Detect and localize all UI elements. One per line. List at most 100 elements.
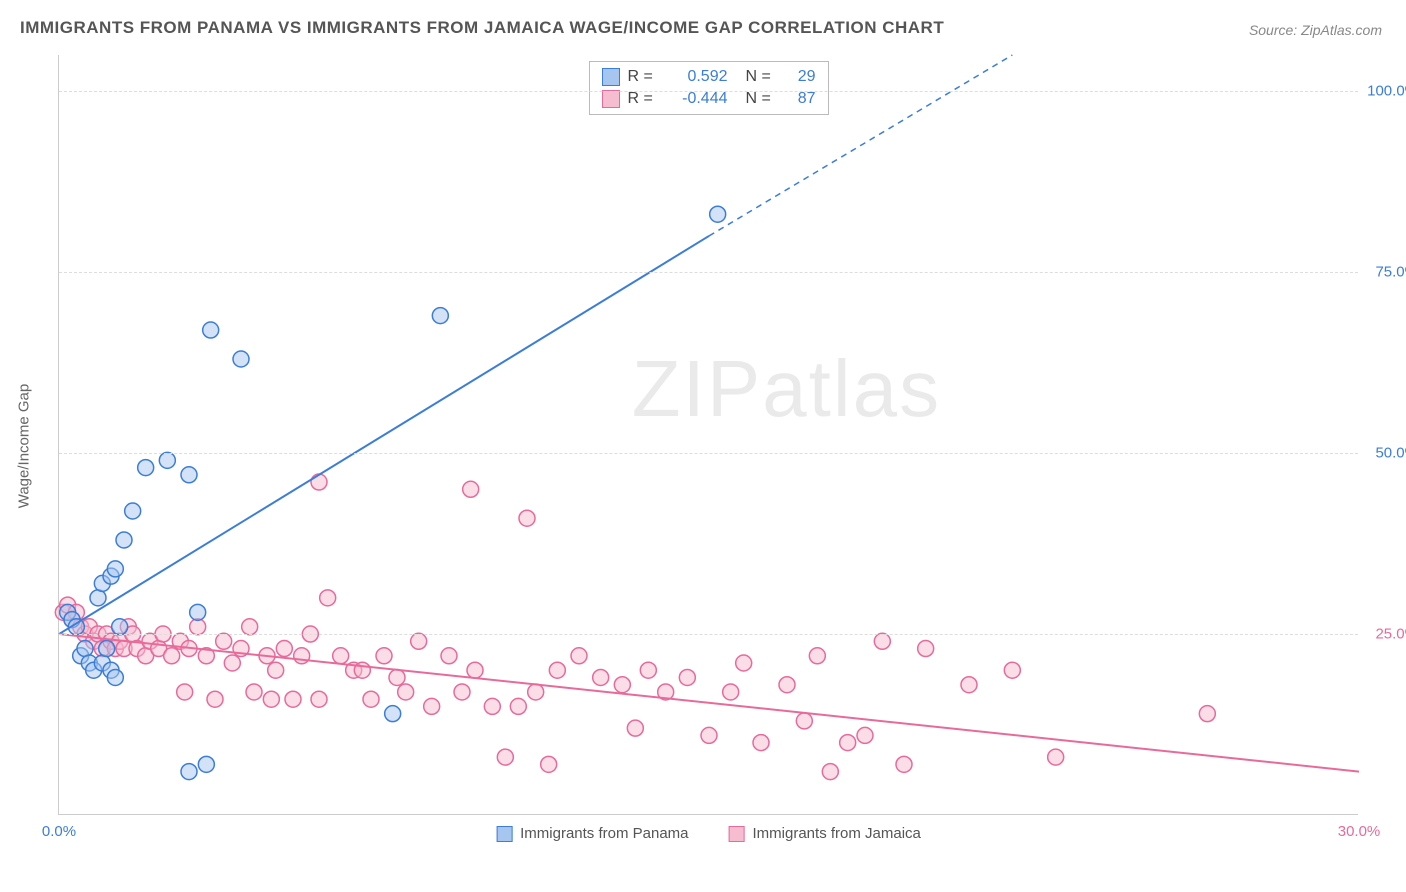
data-point-jamaica bbox=[164, 648, 180, 664]
y-axis-title: Wage/Income Gap bbox=[16, 384, 33, 509]
data-point-jamaica bbox=[519, 510, 535, 526]
legend-swatch-panama bbox=[496, 826, 512, 842]
data-point-jamaica bbox=[640, 662, 656, 678]
data-point-panama bbox=[198, 756, 214, 772]
data-point-panama bbox=[181, 764, 197, 780]
legend-item-panama: Immigrants from Panama bbox=[496, 825, 688, 842]
data-point-jamaica bbox=[441, 648, 457, 664]
legend-swatch-jamaica bbox=[729, 826, 745, 842]
data-point-jamaica bbox=[268, 662, 284, 678]
data-point-jamaica bbox=[874, 633, 890, 649]
data-point-panama bbox=[190, 604, 206, 620]
data-point-jamaica bbox=[1004, 662, 1020, 678]
data-point-jamaica bbox=[276, 641, 292, 657]
legend-label-panama: Immigrants from Panama bbox=[520, 825, 688, 842]
x-tick-label: 0.0% bbox=[42, 823, 76, 840]
y-tick-label: 25.0% bbox=[1363, 626, 1406, 643]
data-point-jamaica bbox=[398, 684, 414, 700]
data-point-jamaica bbox=[285, 691, 301, 707]
data-point-jamaica bbox=[454, 684, 470, 700]
data-point-jamaica bbox=[701, 727, 717, 743]
data-point-jamaica bbox=[679, 669, 695, 685]
data-point-jamaica bbox=[333, 648, 349, 664]
data-point-panama bbox=[159, 452, 175, 468]
data-point-jamaica bbox=[528, 684, 544, 700]
data-point-panama bbox=[107, 561, 123, 577]
data-point-panama bbox=[181, 467, 197, 483]
data-point-jamaica bbox=[311, 691, 327, 707]
data-point-jamaica bbox=[541, 756, 557, 772]
grid-line bbox=[59, 91, 1358, 92]
data-point-jamaica bbox=[497, 749, 513, 765]
data-point-jamaica bbox=[311, 474, 327, 490]
data-point-jamaica bbox=[736, 655, 752, 671]
chart-title: IMMIGRANTS FROM PANAMA VS IMMIGRANTS FRO… bbox=[20, 18, 944, 38]
data-point-jamaica bbox=[779, 677, 795, 693]
data-point-jamaica bbox=[896, 756, 912, 772]
data-point-jamaica bbox=[216, 633, 232, 649]
data-point-panama bbox=[116, 532, 132, 548]
data-point-jamaica bbox=[320, 590, 336, 606]
data-point-panama bbox=[233, 351, 249, 367]
data-point-jamaica bbox=[376, 648, 392, 664]
data-point-jamaica bbox=[207, 691, 223, 707]
data-point-jamaica bbox=[389, 669, 405, 685]
data-point-jamaica bbox=[857, 727, 873, 743]
data-point-panama bbox=[203, 322, 219, 338]
data-point-jamaica bbox=[1199, 706, 1215, 722]
data-point-jamaica bbox=[467, 662, 483, 678]
data-point-jamaica bbox=[571, 648, 587, 664]
plot-area: ZIPatlas R = 0.592 N = 29 R = -0.444 N =… bbox=[58, 55, 1358, 815]
data-point-panama bbox=[432, 308, 448, 324]
grid-line bbox=[59, 453, 1358, 454]
y-tick-label: 75.0% bbox=[1363, 264, 1406, 281]
trend-line-jamaica bbox=[59, 634, 1359, 772]
data-point-jamaica bbox=[246, 684, 262, 700]
data-point-jamaica bbox=[753, 735, 769, 751]
data-point-jamaica bbox=[918, 641, 934, 657]
legend-item-jamaica: Immigrants from Jamaica bbox=[729, 825, 921, 842]
data-point-jamaica bbox=[723, 684, 739, 700]
y-tick-label: 100.0% bbox=[1363, 83, 1406, 100]
data-point-jamaica bbox=[510, 698, 526, 714]
data-point-jamaica bbox=[411, 633, 427, 649]
data-point-jamaica bbox=[363, 691, 379, 707]
data-point-jamaica bbox=[177, 684, 193, 700]
grid-line bbox=[59, 272, 1358, 273]
y-tick-label: 50.0% bbox=[1363, 445, 1406, 462]
data-point-jamaica bbox=[627, 720, 643, 736]
data-point-jamaica bbox=[294, 648, 310, 664]
data-point-panama bbox=[112, 619, 128, 635]
chart-svg bbox=[59, 55, 1358, 814]
data-point-jamaica bbox=[796, 713, 812, 729]
data-point-jamaica bbox=[822, 764, 838, 780]
data-point-jamaica bbox=[424, 698, 440, 714]
data-point-panama bbox=[710, 206, 726, 222]
grid-line bbox=[59, 634, 1358, 635]
data-point-jamaica bbox=[484, 698, 500, 714]
legend-label-jamaica: Immigrants from Jamaica bbox=[753, 825, 921, 842]
data-point-jamaica bbox=[463, 481, 479, 497]
data-point-jamaica bbox=[549, 662, 565, 678]
data-point-panama bbox=[138, 460, 154, 476]
data-point-jamaica bbox=[614, 677, 630, 693]
data-point-jamaica bbox=[1048, 749, 1064, 765]
data-point-jamaica bbox=[840, 735, 856, 751]
data-point-jamaica bbox=[242, 619, 258, 635]
data-point-panama bbox=[90, 590, 106, 606]
trend-line-dashed-panama bbox=[709, 55, 1012, 236]
data-point-panama bbox=[99, 641, 115, 657]
data-point-jamaica bbox=[190, 619, 206, 635]
data-point-panama bbox=[107, 669, 123, 685]
series-legend: Immigrants from Panama Immigrants from J… bbox=[496, 825, 921, 842]
source-label: Source: ZipAtlas.com bbox=[1249, 22, 1382, 38]
data-point-panama bbox=[77, 641, 93, 657]
data-point-jamaica bbox=[961, 677, 977, 693]
data-point-jamaica bbox=[593, 669, 609, 685]
x-tick-label: 30.0% bbox=[1338, 823, 1381, 840]
data-point-panama bbox=[125, 503, 141, 519]
data-point-jamaica bbox=[809, 648, 825, 664]
data-point-jamaica bbox=[224, 655, 240, 671]
trend-line-panama bbox=[59, 236, 709, 634]
data-point-panama bbox=[385, 706, 401, 722]
